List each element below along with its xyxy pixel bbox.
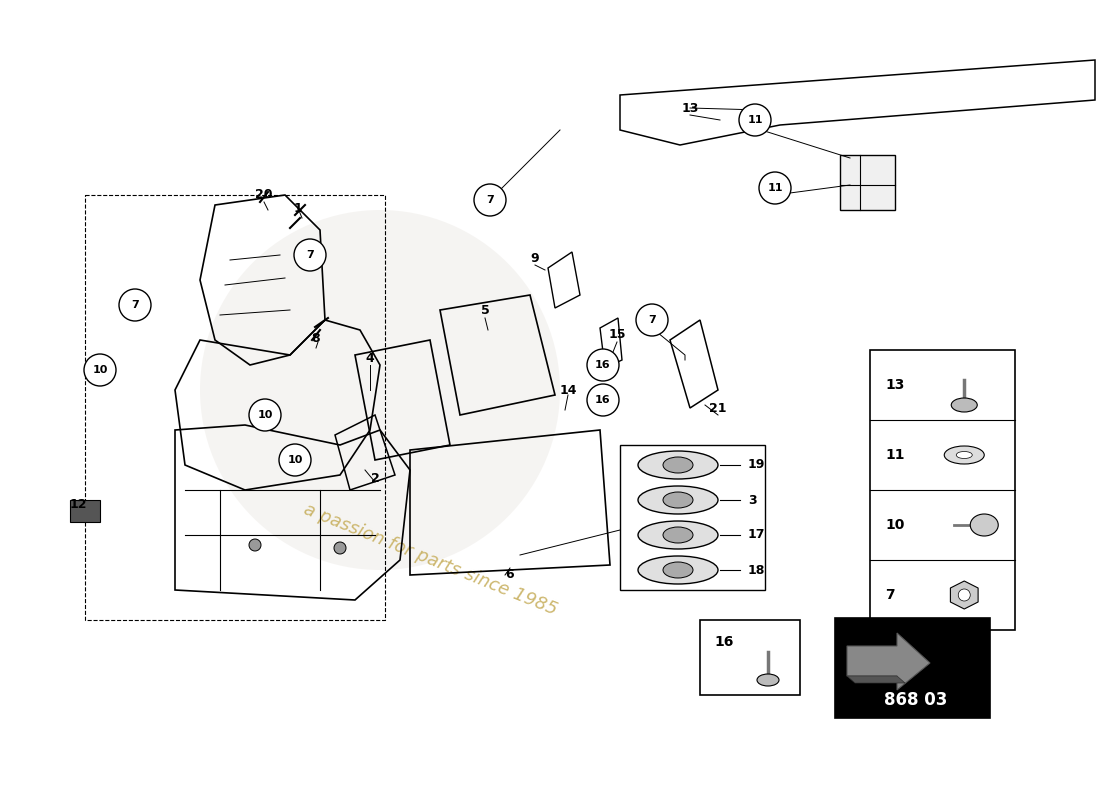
Text: 10: 10 <box>257 410 273 420</box>
Circle shape <box>119 289 151 321</box>
Circle shape <box>84 354 116 386</box>
Text: 10: 10 <box>886 518 904 532</box>
Text: 13: 13 <box>681 102 698 114</box>
Ellipse shape <box>638 486 718 514</box>
Text: 12: 12 <box>69 498 87 511</box>
Text: 5: 5 <box>481 303 490 317</box>
Circle shape <box>279 444 311 476</box>
Circle shape <box>474 184 506 216</box>
Text: 868 03: 868 03 <box>884 691 947 709</box>
Polygon shape <box>847 633 930 690</box>
Text: 16: 16 <box>595 395 610 405</box>
Text: 1: 1 <box>294 202 302 214</box>
Text: 7: 7 <box>648 315 656 325</box>
Text: 7: 7 <box>306 250 313 260</box>
Text: 15: 15 <box>608 329 626 342</box>
Ellipse shape <box>663 527 693 543</box>
Text: 7: 7 <box>486 195 494 205</box>
Circle shape <box>958 589 970 601</box>
Bar <box>85 195 385 620</box>
Ellipse shape <box>757 674 779 686</box>
Text: 9: 9 <box>530 251 539 265</box>
Ellipse shape <box>663 492 693 508</box>
Text: 8: 8 <box>311 331 320 345</box>
Text: 13: 13 <box>886 378 904 392</box>
Bar <box>70 500 100 522</box>
Circle shape <box>249 539 261 551</box>
Text: 11: 11 <box>886 448 904 462</box>
Circle shape <box>334 542 346 554</box>
Text: 20: 20 <box>255 189 273 202</box>
Circle shape <box>759 172 791 204</box>
Ellipse shape <box>970 514 999 536</box>
Text: a passion for parts since 1985: a passion for parts since 1985 <box>300 501 560 619</box>
Polygon shape <box>847 676 905 683</box>
Text: 16: 16 <box>595 360 610 370</box>
Circle shape <box>249 399 280 431</box>
Circle shape <box>587 349 619 381</box>
Text: 4: 4 <box>365 351 374 365</box>
Ellipse shape <box>663 457 693 473</box>
Bar <box>835 618 990 718</box>
Text: 21: 21 <box>710 402 727 414</box>
Text: 6: 6 <box>506 569 515 582</box>
Text: 17: 17 <box>748 529 766 542</box>
Bar <box>620 445 764 590</box>
Ellipse shape <box>638 556 718 584</box>
Bar <box>870 350 1015 630</box>
Ellipse shape <box>952 398 977 412</box>
Circle shape <box>294 239 326 271</box>
Text: 14: 14 <box>559 383 576 397</box>
Text: 10: 10 <box>287 455 303 465</box>
Circle shape <box>587 384 619 416</box>
Text: 11: 11 <box>768 183 783 193</box>
Circle shape <box>200 210 560 570</box>
Bar <box>840 155 895 210</box>
Ellipse shape <box>638 451 718 479</box>
Ellipse shape <box>944 446 984 464</box>
Text: 16: 16 <box>714 635 734 649</box>
Circle shape <box>739 104 771 136</box>
Text: 18: 18 <box>748 563 766 577</box>
Text: 11: 11 <box>747 115 762 125</box>
Ellipse shape <box>638 521 718 549</box>
Text: 2: 2 <box>371 471 380 485</box>
Polygon shape <box>950 581 978 609</box>
Ellipse shape <box>956 451 972 458</box>
Text: 19: 19 <box>748 458 766 471</box>
Circle shape <box>636 304 668 336</box>
Text: 7: 7 <box>886 588 894 602</box>
Bar <box>700 620 800 695</box>
Ellipse shape <box>663 562 693 578</box>
Text: 3: 3 <box>748 494 757 506</box>
Text: 10: 10 <box>92 365 108 375</box>
Text: 7: 7 <box>131 300 139 310</box>
